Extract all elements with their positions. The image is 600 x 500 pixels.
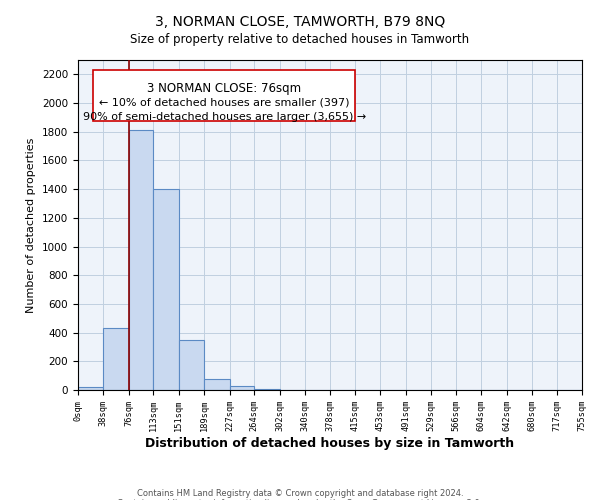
Bar [179, 340, 204, 390]
Text: ← 10% of detached houses are smaller (397): ← 10% of detached houses are smaller (39… [99, 97, 349, 107]
Y-axis label: Number of detached properties: Number of detached properties [26, 138, 37, 312]
Text: 3, NORMAN CLOSE, TAMWORTH, B79 8NQ: 3, NORMAN CLOSE, TAMWORTH, B79 8NQ [155, 15, 445, 29]
Bar [154, 189, 179, 390]
Bar [254, 388, 280, 390]
X-axis label: Distribution of detached houses by size in Tamworth: Distribution of detached houses by size … [145, 437, 515, 450]
Bar [103, 328, 129, 390]
FancyBboxPatch shape [93, 70, 355, 121]
Text: Contains HM Land Registry data © Crown copyright and database right 2024.: Contains HM Land Registry data © Crown c… [137, 488, 463, 498]
Text: Contains public sector information licensed under the Open Government Licence v3: Contains public sector information licen… [118, 498, 482, 500]
Text: 90% of semi-detached houses are larger (3,655) →: 90% of semi-detached houses are larger (… [83, 112, 366, 122]
Bar [129, 130, 154, 390]
Text: 3 NORMAN CLOSE: 76sqm: 3 NORMAN CLOSE: 76sqm [147, 82, 301, 96]
Bar [230, 386, 254, 390]
Bar [204, 378, 230, 390]
Bar [78, 387, 103, 390]
Text: Size of property relative to detached houses in Tamworth: Size of property relative to detached ho… [130, 32, 470, 46]
